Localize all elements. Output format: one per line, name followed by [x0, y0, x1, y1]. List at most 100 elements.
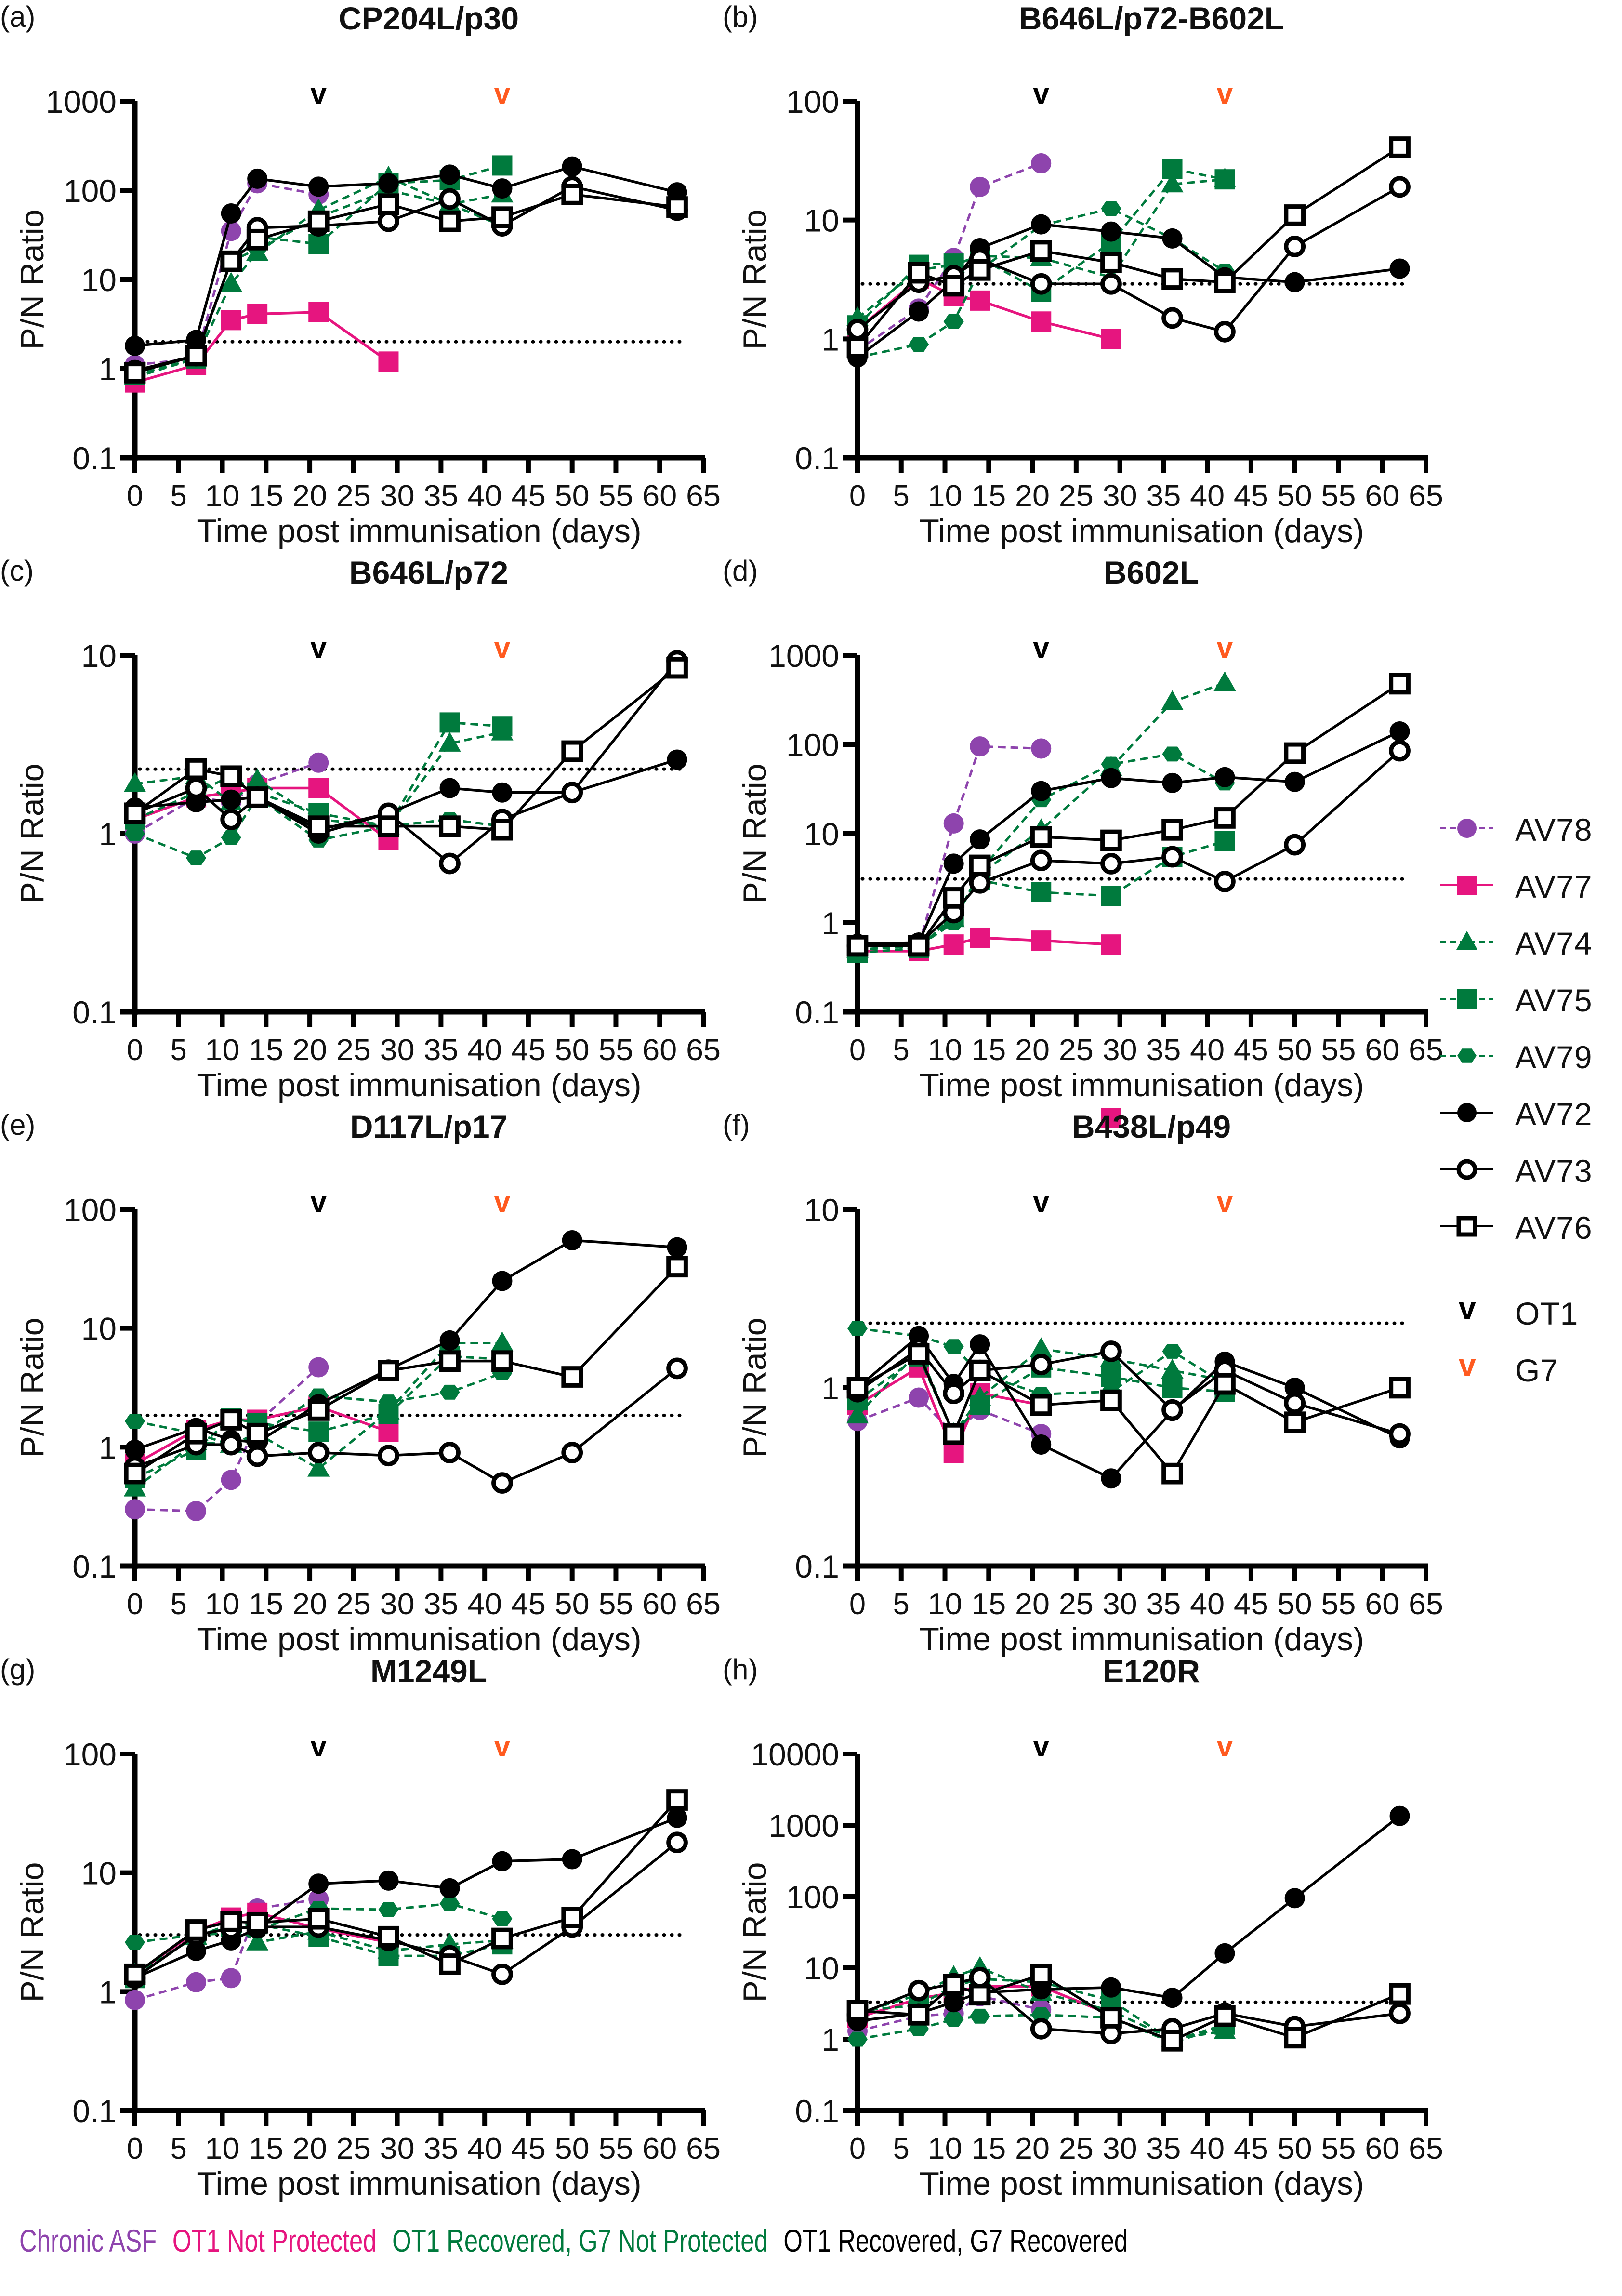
data-point — [1030, 240, 1052, 262]
data-point — [439, 1896, 460, 1911]
data-point — [1284, 272, 1305, 292]
x-axis-label: Time post immunisation (days) — [919, 513, 1364, 549]
data-point — [908, 2004, 930, 2026]
data-point — [1101, 934, 1121, 955]
data-point — [561, 1907, 583, 1928]
legend-swatch — [1440, 1216, 1493, 1237]
series-line — [134, 1898, 319, 2002]
data-point — [970, 176, 990, 197]
x-tick-label: 50 — [1278, 1034, 1312, 1067]
y-tick-label: 100 — [64, 1737, 117, 1772]
y-tick-label: 1 — [821, 1370, 839, 1406]
x-tick-label: 10 — [928, 479, 963, 513]
data-point — [492, 1911, 513, 1926]
x-tick-label: 55 — [1321, 1588, 1356, 1621]
data-point — [1214, 767, 1235, 787]
data-point — [1214, 169, 1235, 190]
data-point — [125, 1439, 145, 1460]
data-point — [1162, 746, 1183, 762]
x-tick-label: 55 — [1321, 1034, 1356, 1067]
data-point — [439, 164, 460, 185]
caption-g7-not-protected: OT1 Recovered, G7 Not Protected — [392, 2223, 768, 2258]
legend-label: AV72 — [1515, 1096, 1593, 1132]
x-tick-label: 65 — [686, 2132, 721, 2165]
series-line — [857, 681, 1226, 951]
data-point — [1100, 252, 1122, 273]
y-tick-label: 10000 — [751, 1737, 839, 1772]
ot1-marker: v — [1033, 1730, 1050, 1763]
data-point — [186, 850, 207, 866]
data-point — [246, 786, 268, 808]
legend-item-av76: AV76 — [1440, 1198, 1622, 1255]
x-axis-label: Time post immunisation (days) — [197, 2165, 641, 2202]
x-tick-label: 60 — [1365, 479, 1399, 513]
x-tick-label: 65 — [686, 1588, 721, 1621]
x-tick-label: 60 — [1365, 1034, 1399, 1067]
data-point — [667, 1237, 687, 1258]
x-tick-label: 35 — [1146, 1034, 1181, 1067]
data-point — [491, 1927, 513, 1950]
y-tick-label: 100 — [786, 1879, 839, 1915]
data-point — [1161, 307, 1183, 329]
data-point — [969, 1966, 991, 1989]
data-point — [1162, 772, 1183, 793]
x-tick-label: 15 — [971, 1588, 1006, 1621]
series-line — [134, 1799, 678, 1976]
data-point — [846, 336, 869, 358]
legend-spacer — [1440, 1255, 1622, 1284]
panel-c: (c) B646L/p72 0.1 1 10 0 5 10 15 20 25 30 35 40 45 50 55… — [0, 554, 723, 1103]
x-tick-label: 25 — [336, 1034, 371, 1067]
data-point — [908, 1979, 930, 2002]
series-line — [134, 758, 678, 835]
ot1-arrow-icon: v — [1459, 1291, 1476, 1326]
data-point — [1031, 781, 1052, 801]
legend-label: AV74 — [1515, 926, 1593, 961]
data-point — [308, 302, 329, 322]
x-tick-label: 25 — [1059, 1034, 1094, 1067]
x-tick-label: 20 — [1015, 1034, 1050, 1067]
y-tick-label: 100 — [64, 1192, 117, 1228]
x-tick-label: 10 — [205, 479, 240, 513]
x-tick-label: 50 — [1278, 1588, 1312, 1621]
panel-f: (f) B438L/p49 0.1 1 10 0 5 10 15 20 25 30 35 40 45 50 55… — [723, 1108, 1445, 1658]
data-point — [1101, 768, 1121, 788]
x-axis-label: Time post immunisation (days) — [197, 1067, 641, 1103]
x-tick-label: 10 — [928, 2132, 963, 2165]
data-point — [846, 2000, 869, 2022]
y-axis-label: P/N Ratio — [14, 764, 51, 904]
data-point — [1284, 1392, 1306, 1414]
chart-title: E120R — [1103, 1653, 1200, 1689]
x-tick-label: 40 — [1190, 479, 1225, 513]
data-point — [185, 1422, 207, 1445]
data-point — [943, 934, 964, 955]
series-av72 — [125, 1807, 687, 1989]
y-tick-label: 10 — [81, 262, 117, 298]
data-point — [308, 234, 329, 254]
y-tick-label: 1 — [99, 1430, 117, 1465]
x-tick-label: 65 — [686, 1034, 721, 1067]
x-tick-label: 25 — [336, 2132, 371, 2165]
x-tick-label: 15 — [249, 1588, 283, 1621]
data-point — [439, 815, 461, 837]
x-tick-label: 5 — [893, 1034, 910, 1067]
data-point — [439, 188, 461, 210]
data-point — [666, 196, 688, 218]
chart-title: M1249L — [370, 1653, 488, 1689]
data-point — [909, 337, 929, 352]
data-point — [491, 1963, 513, 1985]
g7-marker: v — [494, 78, 511, 110]
ot1-marker: v — [1033, 78, 1050, 110]
ot1-marker: v — [1033, 1186, 1050, 1218]
data-point — [943, 887, 965, 909]
chart-title: B646L/p72-B602L — [1018, 0, 1284, 36]
data-point — [1101, 1367, 1121, 1387]
data-point — [220, 1911, 242, 1932]
x-tick-label: 65 — [1409, 479, 1443, 513]
data-point — [1389, 258, 1410, 279]
series-line — [134, 1366, 319, 1513]
panel-label: (f) — [723, 1109, 750, 1141]
data-point — [308, 752, 329, 773]
series-av76 — [846, 673, 1411, 957]
data-point — [220, 250, 242, 272]
